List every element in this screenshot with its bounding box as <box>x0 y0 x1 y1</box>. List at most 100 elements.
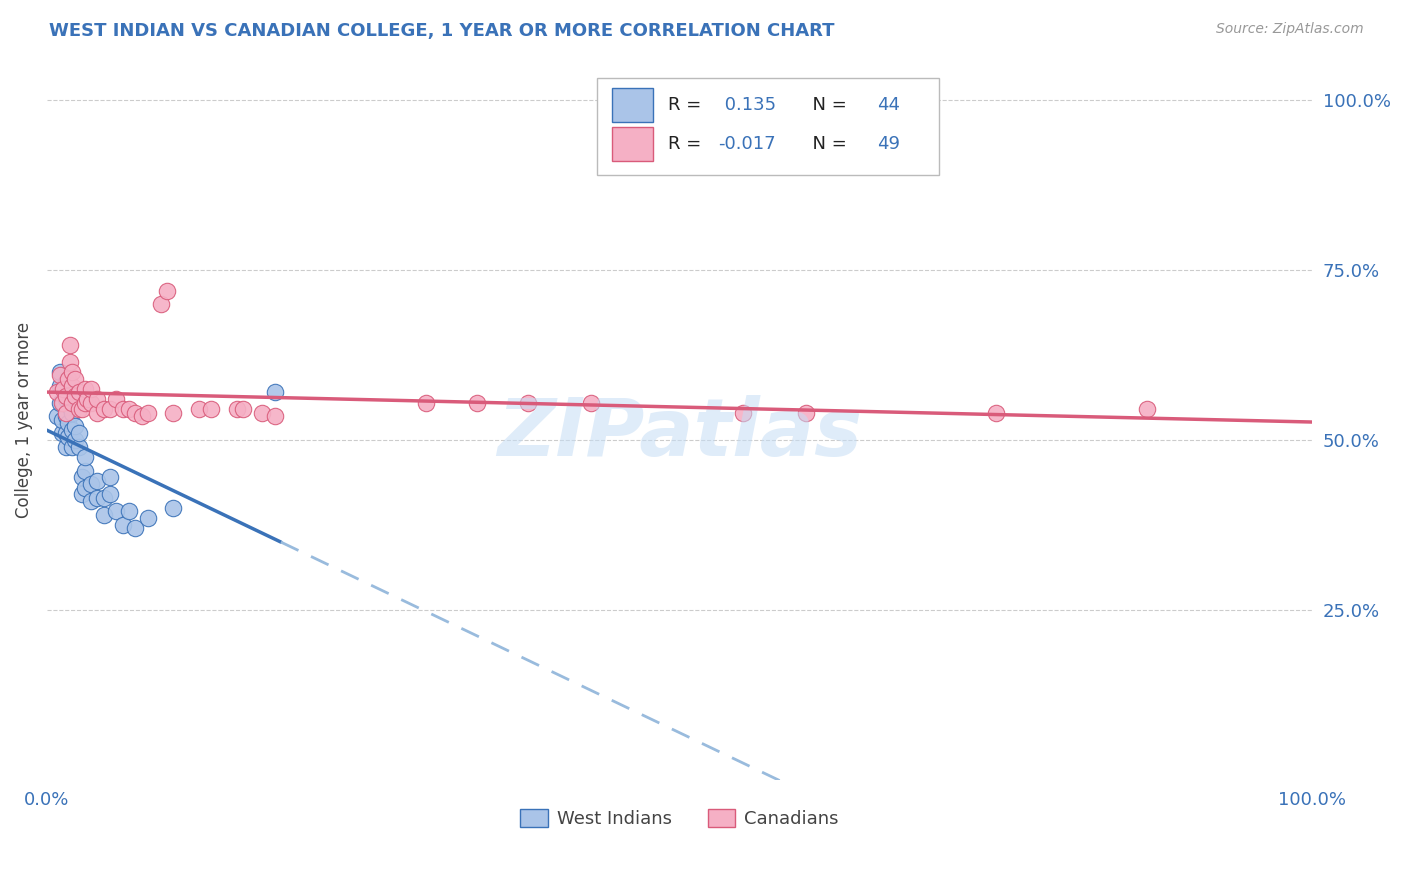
Point <box>263 409 285 424</box>
Point <box>55 426 77 441</box>
Text: 44: 44 <box>877 96 900 114</box>
Point <box>67 385 90 400</box>
Point <box>105 504 128 518</box>
Point <box>984 406 1007 420</box>
Point <box>111 517 134 532</box>
Point <box>63 389 86 403</box>
Point <box>73 464 96 478</box>
Point <box>118 402 141 417</box>
Point <box>263 385 285 400</box>
Point <box>118 504 141 518</box>
Point <box>232 402 254 417</box>
Point <box>48 395 70 409</box>
Point <box>465 395 488 409</box>
Text: -0.017: -0.017 <box>718 135 776 153</box>
Point <box>80 477 103 491</box>
Point <box>51 412 73 426</box>
Text: R =: R = <box>668 96 707 114</box>
Point <box>58 372 80 386</box>
Point <box>98 487 121 501</box>
Text: N =: N = <box>801 135 852 153</box>
Point <box>55 376 77 390</box>
Point <box>60 423 83 437</box>
Point <box>67 426 90 441</box>
Point <box>55 392 77 407</box>
Point <box>72 402 94 417</box>
Point <box>52 382 75 396</box>
Point <box>67 402 90 417</box>
Point <box>60 389 83 403</box>
Point <box>52 395 75 409</box>
Point <box>63 433 86 447</box>
Point <box>60 406 83 420</box>
Point <box>86 392 108 407</box>
Point <box>58 429 80 443</box>
Point <box>55 406 77 420</box>
Point <box>60 378 83 392</box>
Point <box>73 395 96 409</box>
Bar <box>613 127 652 161</box>
Point <box>200 402 222 417</box>
Point <box>48 378 70 392</box>
Point <box>60 395 83 409</box>
Point <box>46 409 69 424</box>
Point <box>48 365 70 379</box>
Point <box>1136 402 1159 417</box>
Point <box>187 402 209 417</box>
Point <box>72 470 94 484</box>
Text: WEST INDIAN VS CANADIAN COLLEGE, 1 YEAR OR MORE CORRELATION CHART: WEST INDIAN VS CANADIAN COLLEGE, 1 YEAR … <box>49 22 835 40</box>
Point <box>51 426 73 441</box>
Point <box>52 382 75 396</box>
Point <box>86 474 108 488</box>
Y-axis label: College, 1 year or more: College, 1 year or more <box>15 321 32 517</box>
Point <box>76 392 98 407</box>
Point <box>93 491 115 505</box>
Point <box>731 406 754 420</box>
Point <box>73 481 96 495</box>
Point <box>162 406 184 420</box>
Point <box>55 440 77 454</box>
Point <box>162 500 184 515</box>
Point <box>93 402 115 417</box>
Point <box>86 491 108 505</box>
Point <box>98 470 121 484</box>
Point <box>46 385 69 400</box>
Point <box>59 401 82 415</box>
Point <box>63 419 86 434</box>
Point <box>98 402 121 417</box>
Point <box>225 402 247 417</box>
Point <box>55 389 77 403</box>
Point <box>48 368 70 383</box>
Point <box>111 402 134 417</box>
Point <box>59 338 82 352</box>
Point <box>80 382 103 396</box>
Point <box>516 395 538 409</box>
Legend: West Indians, Canadians: West Indians, Canadians <box>513 802 845 836</box>
Point <box>73 382 96 396</box>
Point <box>51 395 73 409</box>
Point <box>149 297 172 311</box>
Point <box>131 409 153 424</box>
Text: R =: R = <box>668 135 707 153</box>
Point <box>72 487 94 501</box>
Point <box>93 508 115 522</box>
Point <box>250 406 273 420</box>
Text: ZIPatlas: ZIPatlas <box>496 395 862 473</box>
Text: 49: 49 <box>877 135 900 153</box>
Point <box>59 355 82 369</box>
Point <box>156 284 179 298</box>
Point <box>105 392 128 407</box>
Point <box>55 409 77 424</box>
Point <box>579 395 602 409</box>
Text: N =: N = <box>801 96 852 114</box>
Text: 0.135: 0.135 <box>718 96 776 114</box>
Point <box>60 440 83 454</box>
Point <box>136 406 159 420</box>
Point <box>124 406 146 420</box>
Point <box>73 450 96 464</box>
Point <box>794 406 817 420</box>
Point <box>124 521 146 535</box>
Point <box>86 406 108 420</box>
FancyBboxPatch shape <box>598 78 939 175</box>
Point <box>58 416 80 430</box>
